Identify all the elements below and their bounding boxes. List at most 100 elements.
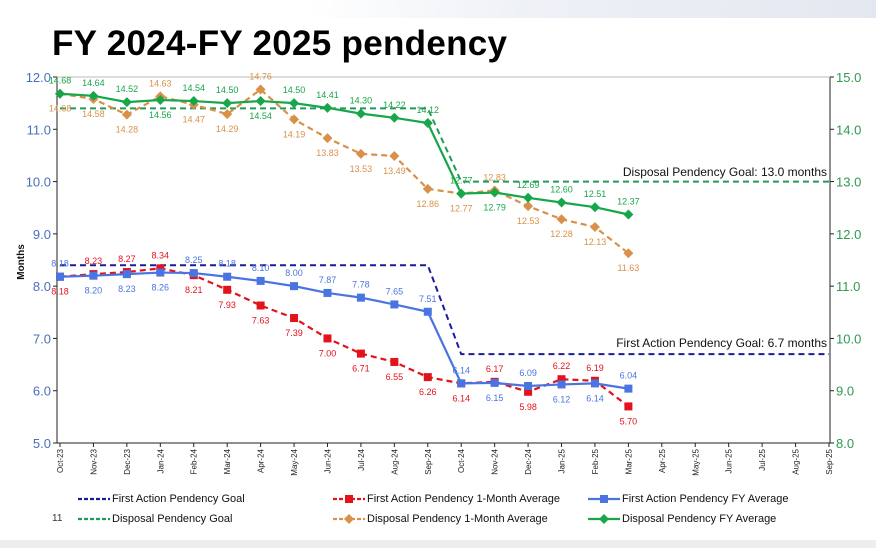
data-label: 14.76 [249,72,272,82]
data-label: 11.63 [617,263,639,273]
legend-item: Disposal Pendency FY Average [588,512,776,526]
data-point [590,379,599,388]
x-tick-label: Jun-24 [323,448,332,473]
legend-label: First Action Pendency 1-Month Average [367,493,561,505]
data-point [557,375,566,384]
data-label: 12.51 [584,189,607,199]
x-tick-label: Feb-25 [591,448,600,474]
data-point [422,183,433,194]
data-label: 8.23 [85,256,103,266]
data-point [290,282,299,291]
data-label: 6.71 [352,364,370,374]
data-label: 6.14 [586,393,604,403]
right-tick-label: 11.0 [836,279,860,294]
data-point [121,109,132,120]
data-point [256,301,265,310]
data-label: 14.29 [216,124,239,134]
data-point [623,248,634,259]
data-label: 12.77 [450,204,473,214]
data-point [423,373,432,382]
data-point [255,84,266,95]
data-label: 8.26 [152,283,170,293]
x-tick-label: Apr-25 [658,448,667,473]
data-label: 12.60 [550,184,573,194]
data-label: 8.18 [51,259,69,269]
data-label: 8.27 [118,254,136,264]
legend-swatch [333,514,365,524]
x-tick-label: Jun-25 [725,448,734,473]
footer-bar [0,540,876,548]
legend-item: First Action Pendency 1-Month Average [333,492,560,506]
disposal-goal-annotation: Disposal Pendency Goal: 13.0 months [623,165,827,179]
legend-swatch [588,514,620,524]
x-tick-label: Jan-24 [156,448,165,473]
data-point [624,402,633,411]
legend-item: First Action Pendency Goal [78,492,245,506]
data-label: 8.10 [252,263,270,273]
data-label: 12.37 [617,197,640,207]
x-tick-label: Nov-23 [89,448,98,474]
data-label: 6.12 [553,394,571,404]
data-label: 6.55 [386,372,404,382]
data-point [490,378,499,387]
data-point [422,118,433,129]
right-tick-label: 12.0 [836,227,861,242]
data-label: 14.58 [82,109,105,119]
data-point [389,112,400,123]
data-label: 7.39 [285,328,303,338]
legend-item: Disposal Pendency Goal [78,512,232,526]
series-line-5 [59,92,629,216]
x-tick-label: Jan-25 [558,448,567,473]
data-label: 14.30 [350,96,373,106]
left-tick-label: 6.0 [33,384,51,399]
data-label: 12.77 [450,176,473,186]
legend-label: Disposal Pendency 1-Month Average [367,513,548,525]
data-label: 6.04 [620,371,638,381]
data-label: 14.56 [149,110,172,120]
legend-label: First Action Pendency Goal [112,493,245,505]
data-label: 7.63 [252,315,270,325]
legend-item: Disposal Pendency 1-Month Average [333,512,548,526]
right-tick-label: 8.0 [836,436,854,451]
data-point [355,108,366,119]
data-point [189,269,198,278]
data-label: 7.00 [319,348,337,358]
data-point [255,96,266,107]
page-number: 11 [52,513,63,524]
data-label: 12.13 [584,237,607,247]
data-label: 5.70 [620,416,638,426]
data-point [355,148,366,159]
data-point [557,380,566,389]
legend-label: Disposal Pendency FY Average [622,513,777,525]
data-point [222,98,233,109]
data-point [290,314,299,323]
data-label: 14.41 [316,90,339,100]
y-axis-label: Months [16,244,27,280]
data-label: 14.54 [182,83,205,93]
x-tick-label: May-24 [290,448,299,475]
right-tick-label: 9.0 [836,384,854,399]
data-label: 8.18 [51,287,69,297]
right-tick-label: 10.0 [836,331,861,346]
left-tick-label: 10.0 [26,175,51,190]
legend-label: Disposal Pendency Goal [112,513,233,525]
data-point [489,187,500,198]
x-tick-label: Mar-25 [624,448,633,474]
series-line-1 [59,267,630,408]
data-point [390,300,399,309]
data-label: 13.49 [383,166,406,176]
data-label: 14.50 [216,85,239,95]
series-line-4 [59,88,630,255]
x-tick-label: Dec-23 [123,448,132,474]
right-tick-label: 13.0 [836,175,861,190]
data-point [556,214,567,225]
left-tick-label: 11.0 [27,122,51,137]
left-tick-label: 7.0 [33,331,51,346]
data-point [556,197,567,208]
x-tick-label: Dec-24 [524,448,533,474]
data-label: 12.86 [417,199,440,209]
data-label: 7.87 [319,275,337,285]
data-point [122,270,131,279]
data-label: 6.09 [519,368,537,378]
